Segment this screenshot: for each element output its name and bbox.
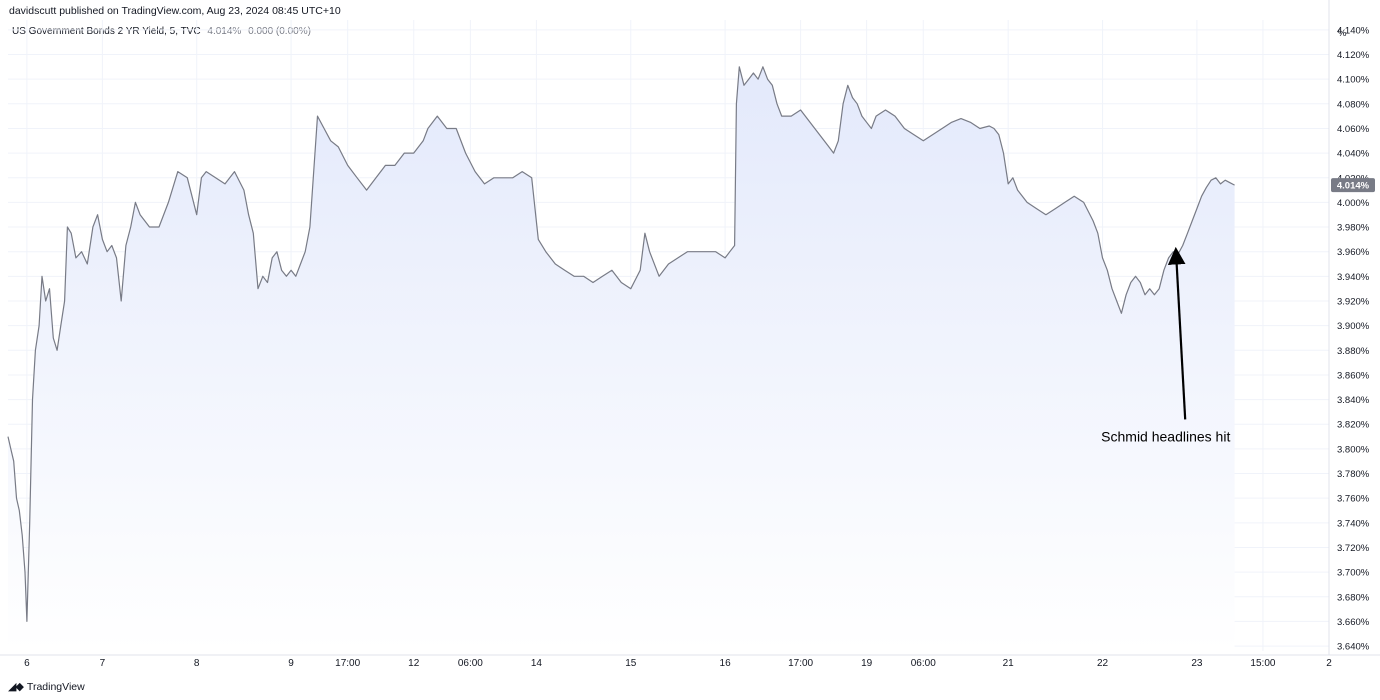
y-tick-label: 3.640% bbox=[1337, 642, 1370, 653]
x-tick-label: 06:00 bbox=[458, 658, 483, 669]
x-tick-label: 06:00 bbox=[911, 658, 936, 669]
y-tick-label: 3.660% bbox=[1337, 617, 1370, 628]
x-tick-label: 17:00 bbox=[788, 658, 813, 669]
y-tick-label: 3.820% bbox=[1337, 420, 1370, 431]
y-tick-label: 4.060% bbox=[1337, 124, 1370, 135]
x-tick-label: 15 bbox=[625, 658, 637, 669]
y-tick-label: 4.000% bbox=[1337, 198, 1370, 209]
annotation-label: Schmid headlines hit bbox=[1101, 428, 1230, 444]
x-tick-label: 19 bbox=[861, 658, 873, 669]
x-tick-label: 22 bbox=[1097, 658, 1109, 669]
y-tick-label: 4.120% bbox=[1337, 50, 1370, 61]
publisher-attribution: davidscutt published on TradingView.com,… bbox=[9, 5, 341, 17]
last-value-badge-bg bbox=[1331, 178, 1375, 193]
x-tick-label: 9 bbox=[288, 658, 294, 669]
y-tick-label: 3.760% bbox=[1337, 494, 1370, 505]
y-tick-label: 4.080% bbox=[1337, 99, 1370, 110]
y-tick-label: 3.680% bbox=[1337, 592, 1370, 603]
y-tick-label: 3.880% bbox=[1337, 346, 1370, 357]
last-value-badge-text: 4.014% bbox=[1337, 181, 1370, 192]
tradingview-logo[interactable]: ◢◆ TradingView bbox=[8, 680, 85, 694]
y-axis-unit[interactable]: % bbox=[1338, 28, 1347, 39]
y-tick-label: 3.900% bbox=[1337, 321, 1370, 332]
change-value: 0.000 (0.00%) bbox=[248, 26, 311, 37]
x-tick-label: 21 bbox=[1003, 658, 1015, 669]
area-fill bbox=[8, 66, 1235, 652]
x-tick-label: 23 bbox=[1191, 658, 1203, 669]
x-tick-label: 8 bbox=[194, 658, 200, 669]
y-tick-label: 4.040% bbox=[1337, 149, 1370, 160]
x-tick-label: 16 bbox=[720, 658, 732, 669]
tradingview-logo-text: TradingView bbox=[26, 680, 85, 693]
y-tick-label: 4.140% bbox=[1337, 25, 1370, 36]
y-axis[interactable]: 3.640% 3.660% 3.680% 3.700% 3.720% 3.740% 3.76… bbox=[1337, 25, 1370, 652]
x-tick-label: 15:00 bbox=[1250, 658, 1275, 669]
y-tick-label: 3.700% bbox=[1337, 568, 1370, 579]
x-tick-label: 2 bbox=[1326, 658, 1332, 669]
symbol-name: US Government Bonds 2 YR Yield, 5, TVC bbox=[12, 26, 201, 37]
y-tick-label: 3.980% bbox=[1337, 223, 1370, 234]
annotations: Schmid headlines hit bbox=[1101, 246, 1230, 444]
y-tick-label: 3.860% bbox=[1337, 370, 1370, 381]
y-tick-label: 3.780% bbox=[1337, 469, 1370, 480]
symbol-legend[interactable]: US Government Bonds 2 YR Yield, 5, TVC 4… bbox=[12, 26, 311, 37]
tradingview-logo-icon: ◢◆ bbox=[8, 681, 24, 693]
x-axis[interactable]: 6 7 8 9 17:00 12 06:00 14 15 16 17:00 19 06:00 21 22 23… bbox=[24, 658, 1332, 669]
x-tick-label: 6 bbox=[24, 658, 30, 669]
area-path bbox=[8, 66, 1235, 652]
last-value: 4.014% bbox=[207, 26, 242, 37]
y-tick-label: 3.940% bbox=[1337, 272, 1370, 283]
y-tick-label: 3.800% bbox=[1337, 444, 1370, 455]
last-price-badge: 4.014% bbox=[1331, 178, 1375, 193]
x-tick-label: 12 bbox=[408, 658, 420, 669]
series-line bbox=[7, 66, 1235, 622]
y-tick-label: 3.920% bbox=[1337, 296, 1370, 307]
y-tick-label: 4.100% bbox=[1337, 75, 1370, 86]
y-tick-label: 3.740% bbox=[1337, 518, 1370, 529]
y-tick-label: 3.960% bbox=[1337, 247, 1370, 258]
x-tick-label: 14 bbox=[531, 658, 543, 669]
y-tick-label: 3.720% bbox=[1337, 543, 1370, 554]
x-tick-label: 17:00 bbox=[335, 658, 360, 669]
series-path bbox=[7, 66, 1235, 622]
annotation-arrow bbox=[1167, 246, 1187, 420]
y-tick-label: 3.840% bbox=[1337, 395, 1370, 406]
x-tick-label: 7 bbox=[100, 658, 106, 669]
